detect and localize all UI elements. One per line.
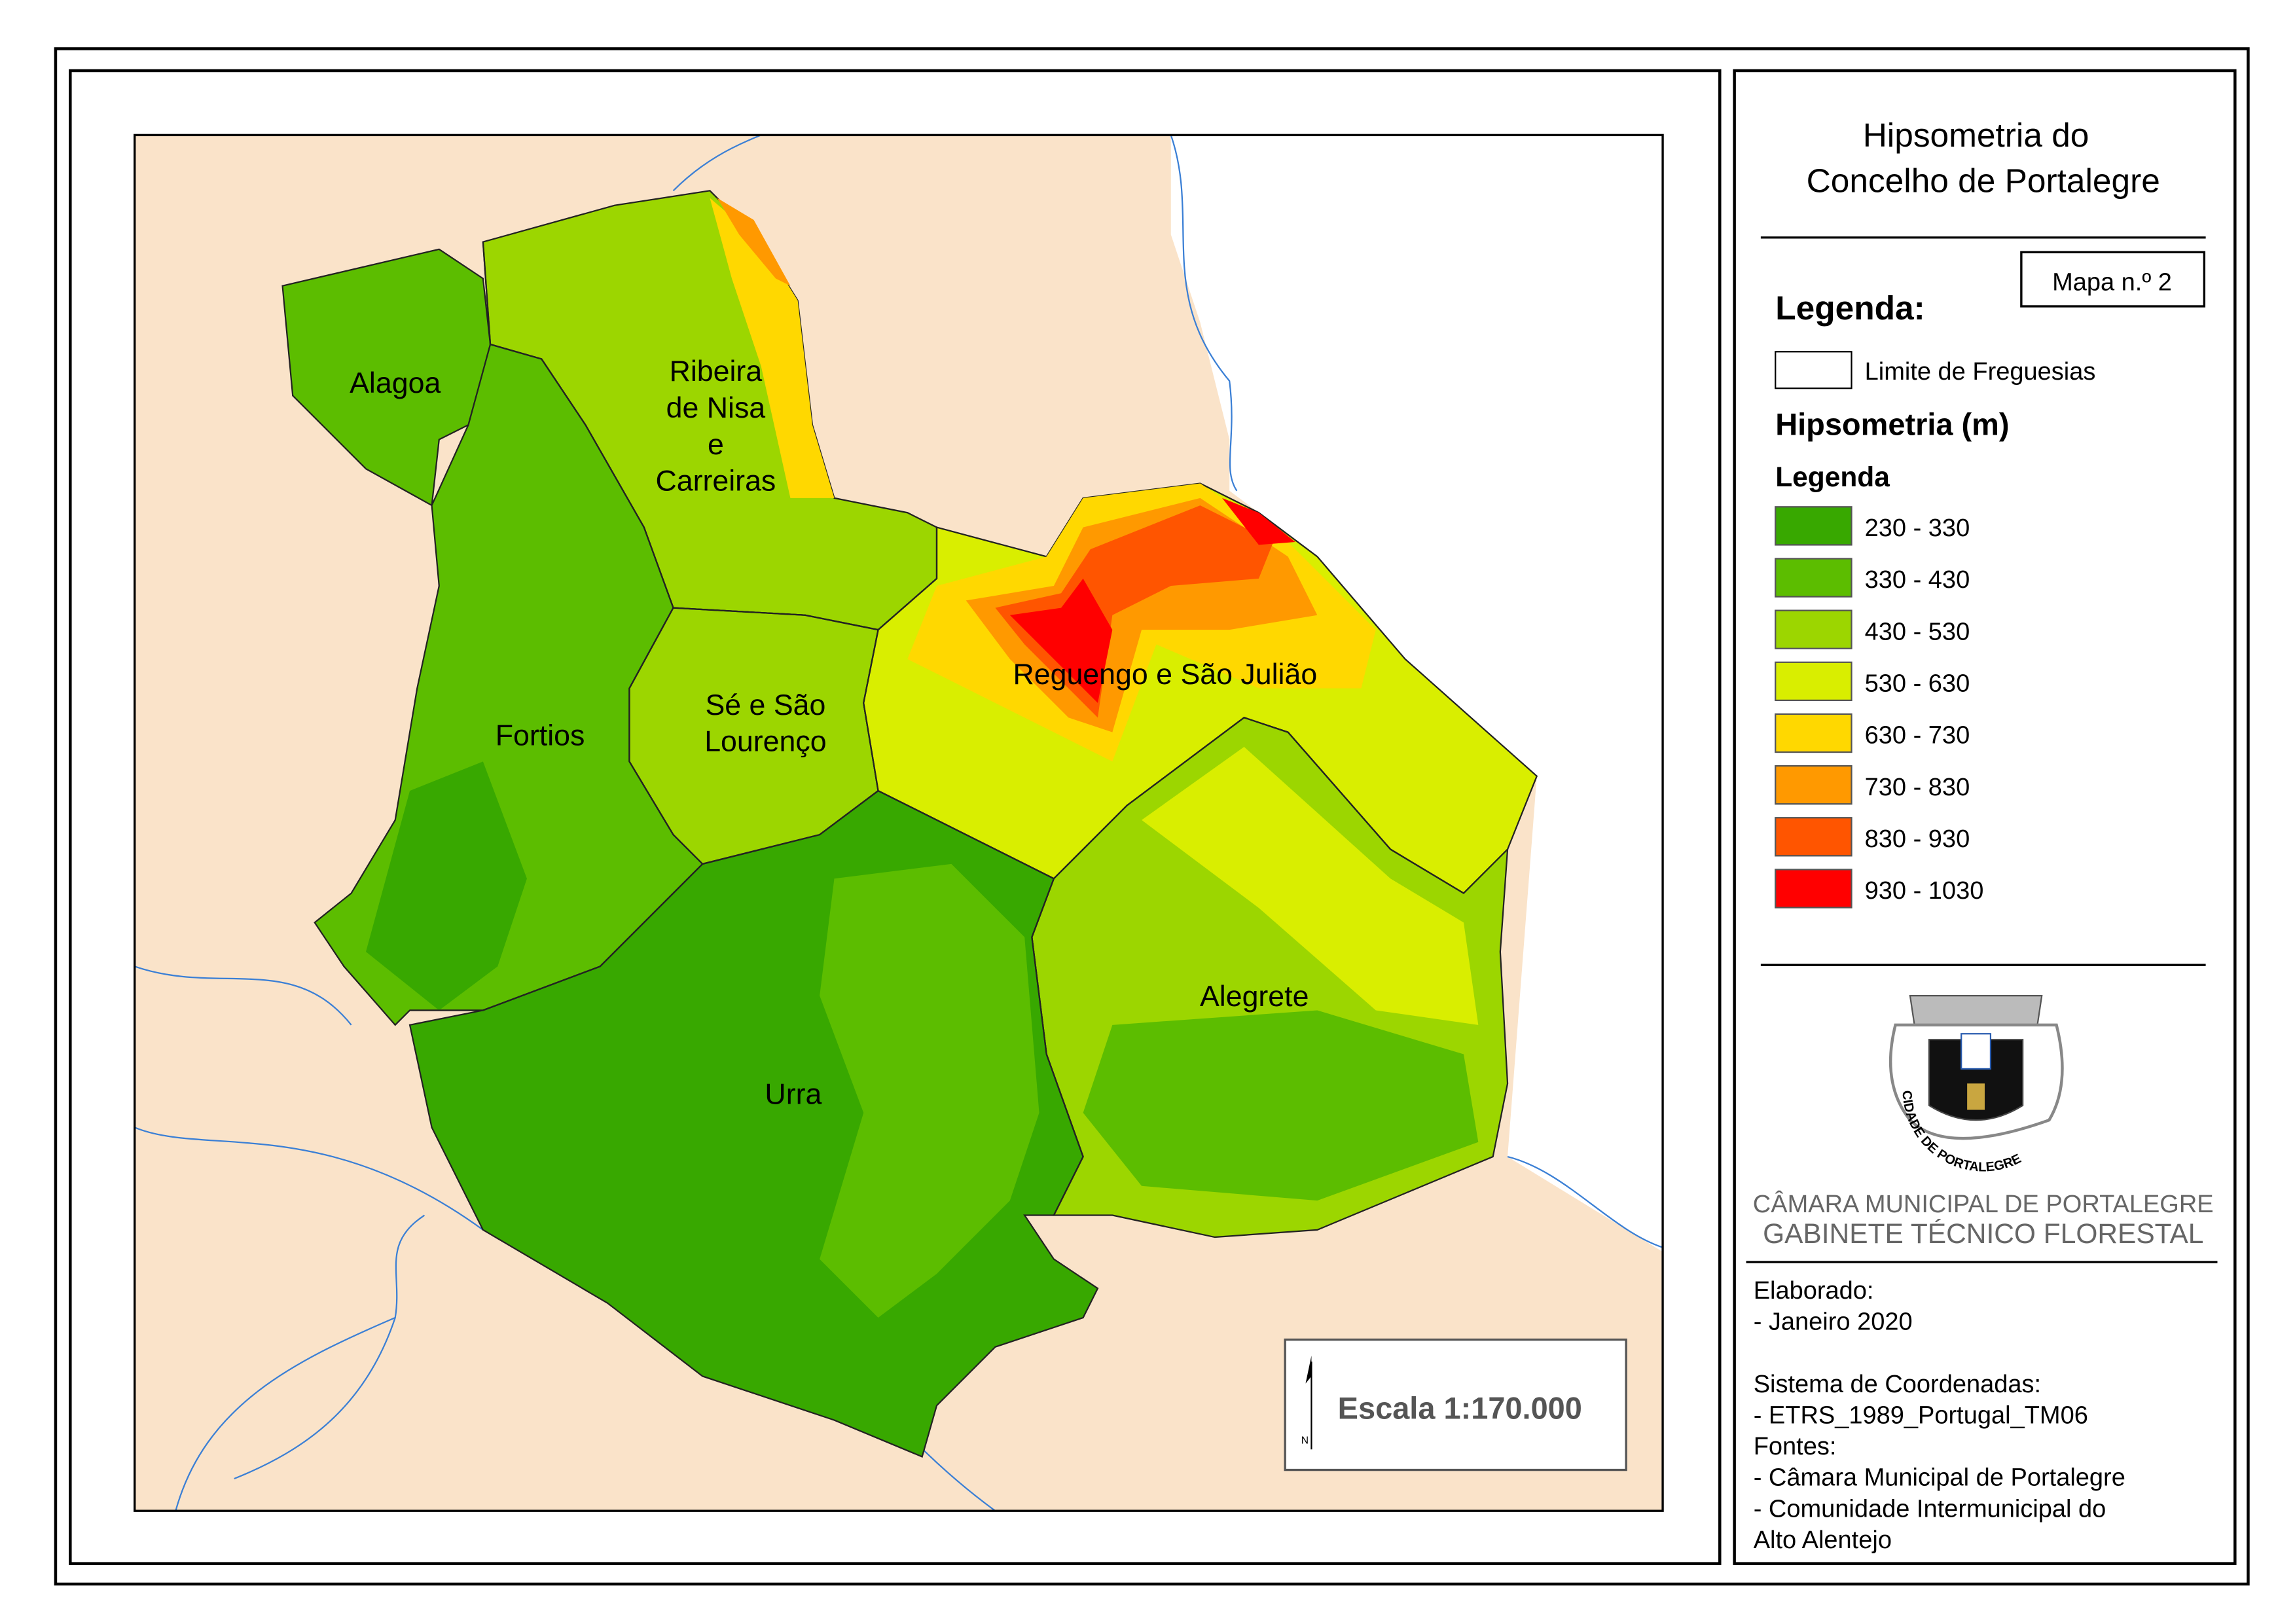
- parish-label: Fortios: [496, 720, 585, 752]
- legend-label: 630 - 730: [1865, 722, 1970, 749]
- credit-line: Alto Alentejo: [1754, 1526, 1892, 1554]
- relief: [1009, 578, 1113, 703]
- parish-label: Carreiras: [655, 465, 776, 497]
- title-line: Hipsometria do: [1863, 116, 2089, 154]
- legend-swatch: [1775, 506, 1852, 546]
- legend-label: 930 - 1030: [1865, 877, 1984, 905]
- parish-boundaries: [410, 242, 1464, 1216]
- parish-labels: Alagoa Ribeira de Nisa e Carreiras Fortios Sé …: [350, 355, 1317, 1111]
- legend-subheading: Legenda: [1775, 462, 1890, 493]
- emblem-shield: [1928, 1039, 2024, 1121]
- parish-label: Reguengo e São Julião: [1013, 659, 1317, 691]
- credit-line: - Câmara Municipal de Portalegre: [1754, 1464, 2125, 1492]
- legend-swatch: [1775, 817, 1852, 857]
- legend-swatch: [1775, 869, 1852, 909]
- relief: [365, 761, 527, 1011]
- relief: [717, 198, 791, 286]
- organization: CÂMARA MUNICIPAL DE PORTALEGRE: [1753, 1190, 2214, 1218]
- parish-label: e: [708, 429, 724, 461]
- boundary-swatch: [1775, 351, 1852, 389]
- rivers: [134, 135, 1663, 1511]
- parish-label: Ribeira: [670, 355, 763, 388]
- north-arrow-head: [1305, 1356, 1312, 1384]
- boundary: [410, 242, 704, 1011]
- parish-label: de Nisa: [666, 392, 766, 424]
- map-area: Alagoa Ribeira de Nisa e Carreiras Fortios Sé …: [134, 135, 1663, 1511]
- legend-label: 230 - 330: [1865, 514, 1970, 542]
- legend-swatch: [1775, 609, 1852, 649]
- emblem-wreath: [1888, 1023, 2064, 1140]
- river: [134, 1127, 484, 1231]
- map-frame: [134, 134, 1664, 1512]
- map-number: Mapa n.º 2: [2052, 268, 2172, 296]
- map-number-box: [2020, 251, 2206, 308]
- credit-line: - ETRS_1989_Portugal_TM06: [1754, 1401, 2088, 1429]
- parish-label: Sé e São: [705, 689, 825, 721]
- credit-line: Sistema de Coordenadas:: [1754, 1371, 2041, 1398]
- parish-label: Alagoa: [350, 367, 441, 399]
- legend-label: 830 - 930: [1865, 825, 1970, 853]
- emblem-quinas: [1961, 1033, 1992, 1070]
- parish-label: Alegrete: [1200, 981, 1309, 1013]
- map-panel: [69, 69, 1722, 1565]
- emblem-crown: [1909, 994, 2043, 1026]
- scale-text: Escala 1:170.000: [1338, 1390, 1582, 1425]
- parish-label: Urra: [765, 1079, 822, 1111]
- relief: [1222, 497, 1295, 545]
- emblem-door: [1967, 1083, 1985, 1110]
- outer-frame: [54, 47, 2250, 1586]
- scale-frame: [1284, 1338, 1627, 1471]
- boundary: [878, 717, 1464, 894]
- river: [672, 135, 762, 192]
- legend-label: 430 - 530: [1865, 618, 1970, 645]
- river: [1170, 135, 1238, 492]
- legend-label: 730 - 830: [1865, 774, 1970, 801]
- boundary: [1031, 878, 1084, 1216]
- relief: [1142, 746, 1479, 1025]
- organization: GABINETE TÉCNICO FLORESTAL: [1763, 1219, 2203, 1250]
- legend-swatch: [1775, 661, 1852, 702]
- relief-patches: [365, 198, 1479, 1318]
- relief: [710, 198, 835, 498]
- river: [1507, 1155, 1663, 1248]
- credit-line: Fontes:: [1754, 1433, 1837, 1460]
- river: [234, 1317, 396, 1480]
- boundary-label: Limite de Freguesias: [1865, 358, 2096, 386]
- parish-alagoa: [281, 248, 492, 507]
- credit-line: - Comunidade Intermunicipal do: [1754, 1495, 2106, 1523]
- legend-heading: Legenda:: [1775, 289, 1925, 327]
- scale-box: N Escala 1:170.000: [1284, 1338, 1627, 1471]
- info-panel: [1733, 69, 2237, 1565]
- legend-label: 530 - 630: [1865, 670, 1970, 697]
- legend-swatch: [1775, 558, 1852, 598]
- river: [175, 1214, 425, 1511]
- river: [134, 965, 352, 1026]
- spain-area: [1170, 135, 1663, 1252]
- relief: [820, 863, 1039, 1318]
- title-line: Concelho de Portalegre: [1807, 162, 2160, 200]
- north-label: N: [1301, 1435, 1309, 1446]
- parish-label: Lourenço: [704, 726, 826, 758]
- credit-line: Elaborado:: [1754, 1277, 1874, 1305]
- hypsometry-title: Hipsometria (m): [1775, 407, 2009, 442]
- legend-swatch: [1775, 713, 1852, 753]
- legend-label: 330 - 430: [1865, 566, 1970, 594]
- relief: [1083, 1010, 1479, 1201]
- legend-swatch: [1775, 765, 1852, 805]
- credit-line: - Janeiro 2020: [1754, 1308, 1913, 1336]
